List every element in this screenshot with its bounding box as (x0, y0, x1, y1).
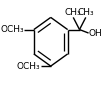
Text: CH₃: CH₃ (78, 8, 94, 17)
Text: OCH₃: OCH₃ (17, 62, 41, 71)
Text: CH₃: CH₃ (65, 8, 81, 17)
Text: OCH₃: OCH₃ (0, 25, 24, 34)
Text: OH: OH (89, 29, 102, 38)
